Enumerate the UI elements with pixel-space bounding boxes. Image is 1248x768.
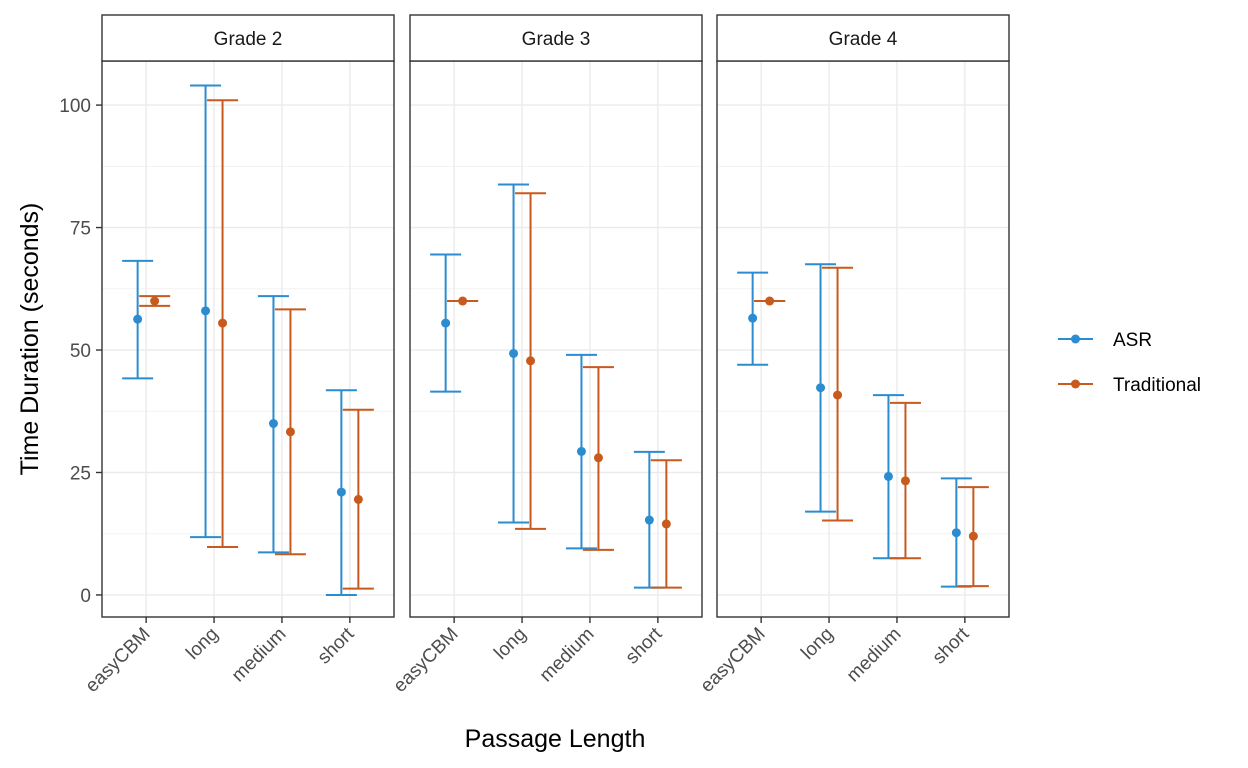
strip-label: Grade 2 (214, 29, 283, 50)
mean-point-traditional (900, 476, 910, 486)
x-tick-label: medium (536, 624, 599, 687)
mean-point-asr (441, 318, 451, 328)
x-tick-label: easyCBM (82, 624, 155, 697)
mean-point-traditional (968, 531, 978, 541)
legend-label: Traditional (1113, 375, 1201, 396)
x-tick-label: long (797, 624, 837, 664)
mean-point-traditional (765, 296, 775, 306)
mean-point-traditional (218, 318, 228, 328)
x-tick-label: short (622, 623, 667, 668)
x-tick-label: medium (843, 624, 906, 687)
x-tick-label: medium (228, 624, 291, 687)
x-tick-label: long (182, 624, 222, 664)
strip-label: Grade 4 (829, 29, 898, 50)
y-tick-label: 25 (70, 463, 91, 484)
strip-label: Grade 3 (522, 29, 591, 50)
y-tick-label: 100 (59, 96, 91, 117)
mean-point-asr (201, 306, 211, 316)
mean-point-asr (133, 314, 143, 324)
mean-point-traditional (593, 453, 603, 463)
mean-point-traditional (285, 427, 295, 437)
mean-point-traditional (458, 296, 468, 306)
mean-point-asr (644, 515, 654, 525)
y-tick-label: 75 (70, 219, 91, 240)
mean-point-traditional (661, 519, 671, 529)
mean-point-traditional (150, 296, 160, 306)
x-tick-label: easyCBM (390, 624, 463, 697)
x-axis-title: Passage Length (465, 725, 646, 753)
x-tick-label: short (314, 623, 359, 668)
y-axis-title: Time Duration (seconds) (16, 203, 44, 476)
strip-background (101, 14, 395, 62)
mean-point-asr (748, 313, 758, 323)
legend-key-point (1071, 334, 1080, 344)
strip-background (409, 14, 703, 62)
x-tick-label: long (490, 624, 530, 664)
mean-point-asr (883, 471, 893, 481)
y-tick-label: 0 (80, 586, 91, 607)
mean-point-asr (509, 348, 519, 358)
mean-point-traditional (353, 494, 363, 504)
mean-point-asr (576, 446, 586, 456)
strip-background (716, 14, 1010, 62)
x-tick-label: easyCBM (697, 624, 770, 697)
mean-point-traditional (526, 356, 536, 366)
x-tick-label: short (929, 623, 974, 668)
mean-point-asr (336, 487, 346, 497)
legend-key-point (1071, 379, 1080, 389)
mean-point-asr (816, 383, 826, 393)
legend-label: ASR (1113, 330, 1152, 351)
mean-point-asr (268, 419, 278, 429)
mean-point-traditional (833, 390, 843, 400)
mean-point-asr (951, 528, 961, 538)
y-tick-label: 50 (70, 341, 91, 362)
